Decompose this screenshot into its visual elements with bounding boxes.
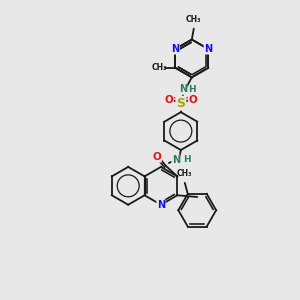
Text: H: H xyxy=(188,85,195,94)
Text: N: N xyxy=(157,200,165,210)
Text: N: N xyxy=(171,44,179,54)
Text: N: N xyxy=(172,155,180,165)
Text: CH₃: CH₃ xyxy=(177,169,193,178)
Text: CH₃: CH₃ xyxy=(186,15,202,24)
Text: N: N xyxy=(204,44,212,54)
Text: O: O xyxy=(188,95,197,105)
Text: O: O xyxy=(153,152,161,162)
Text: O: O xyxy=(164,95,173,105)
Text: S: S xyxy=(176,97,185,110)
Text: H: H xyxy=(183,155,190,164)
Text: CH₃: CH₃ xyxy=(152,63,167,72)
Text: N: N xyxy=(179,84,187,94)
